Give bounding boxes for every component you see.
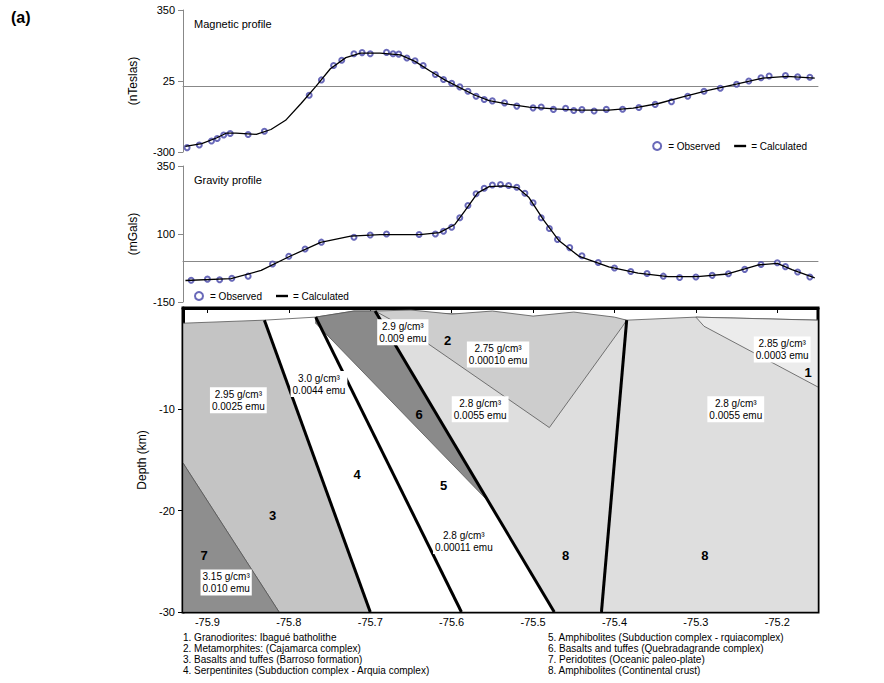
svg-text:5. Amphibolites (Subduction co: 5. Amphibolites (Subduction complex - rq… [548, 632, 784, 643]
svg-text:0.0055 emu: 0.0055 emu [454, 410, 507, 421]
svg-text:Gravity profile: Gravity profile [194, 174, 262, 186]
svg-text:2.75 g/cm³: 2.75 g/cm³ [474, 343, 522, 354]
svg-text:= Observed: = Observed [668, 141, 720, 152]
svg-text:Magnetic profile: Magnetic profile [194, 18, 272, 30]
svg-text:-150: -150 [153, 296, 175, 308]
svg-text:3. Basalts and tuffes (Barroso: 3. Basalts and tuffes (Barroso formation… [183, 654, 362, 665]
svg-text:4: 4 [354, 467, 362, 482]
svg-text:2.95 g/cm³: 2.95 g/cm³ [215, 389, 263, 400]
svg-text:2.9 g/cm³: 2.9 g/cm³ [382, 321, 424, 332]
svg-text:0.00010 emu: 0.00010 emu [469, 355, 527, 366]
svg-text:-75.3: -75.3 [683, 616, 708, 628]
svg-text:1. Granodiorites: Ibagué batho: 1. Granodiorites: Ibagué batholithe [183, 632, 337, 643]
svg-text:6. Basalts and tuffes (Quebrad: 6. Basalts and tuffes (Quebradagrande co… [548, 643, 764, 654]
svg-text:4. Serpentinites (Subduction c: 4. Serpentinites (Subduction complex - A… [183, 665, 429, 676]
svg-text:7. Peridotites (Oceanic paleo-: 7. Peridotites (Oceanic paleo-plate) [548, 654, 705, 665]
svg-text:0.0025 emu: 0.0025 emu [212, 401, 265, 412]
svg-text:-75.7: -75.7 [358, 616, 383, 628]
svg-text:= Calculated: = Calculated [751, 141, 807, 152]
svg-text:3: 3 [269, 508, 276, 523]
svg-text:2.8 g/cm³: 2.8 g/cm³ [715, 398, 757, 409]
svg-text:1: 1 [805, 365, 812, 380]
svg-text:8. Amphibolites (Continental c: 8. Amphibolites (Continental crust) [548, 665, 700, 676]
svg-text:-75.2: -75.2 [765, 616, 790, 628]
svg-text:-75.4: -75.4 [602, 616, 627, 628]
svg-text:0.010 emu: 0.010 emu [203, 583, 250, 594]
svg-text:-20: -20 [159, 505, 175, 517]
svg-text:8: 8 [701, 548, 708, 563]
svg-text:2. Metamorphites: (Cajamarca c: 2. Metamorphites: (Cajamarca complex) [183, 643, 361, 654]
svg-text:0.0055 emu: 0.0055 emu [709, 410, 762, 421]
svg-text:7: 7 [201, 548, 208, 563]
svg-text:3.15 g/cm³: 3.15 g/cm³ [203, 571, 251, 582]
svg-text:0.009 emu: 0.009 emu [379, 333, 426, 344]
svg-text:-75.9: -75.9 [195, 616, 220, 628]
svg-text:0.0044 emu: 0.0044 emu [293, 385, 346, 396]
svg-text:= Observed: = Observed [210, 291, 262, 302]
svg-text:-75.8: -75.8 [276, 616, 301, 628]
svg-text:= Calculated: = Calculated [293, 291, 349, 302]
svg-text:-10: -10 [159, 403, 175, 415]
svg-text:-30: -30 [159, 606, 175, 618]
svg-text:(mGals): (mGals) [126, 213, 140, 256]
svg-text:8: 8 [562, 548, 569, 563]
svg-text:0.00011 emu: 0.00011 emu [435, 542, 493, 553]
svg-text:Depth (km): Depth (km) [135, 430, 149, 489]
svg-text:100: 100 [157, 228, 175, 240]
svg-text:3.0 g/cm³: 3.0 g/cm³ [298, 373, 340, 384]
svg-text:6: 6 [415, 407, 422, 422]
svg-text:2.8 g/cm³: 2.8 g/cm³ [459, 398, 501, 409]
svg-text:(nTeslas): (nTeslas) [126, 57, 140, 106]
svg-text:-300: -300 [153, 146, 175, 158]
svg-text:0.0003 emu: 0.0003 emu [756, 350, 809, 361]
svg-text:350: 350 [157, 160, 175, 172]
svg-text:5: 5 [440, 478, 447, 493]
svg-text:(a): (a) [11, 9, 31, 26]
svg-text:2.85 g/cm³: 2.85 g/cm³ [759, 338, 807, 349]
svg-text:2: 2 [444, 333, 451, 348]
svg-text:-75.5: -75.5 [521, 616, 546, 628]
svg-text:25: 25 [163, 75, 175, 87]
svg-text:350: 350 [157, 4, 175, 16]
svg-text:2.8 g/cm³: 2.8 g/cm³ [443, 530, 485, 541]
svg-text:-75.6: -75.6 [439, 616, 464, 628]
